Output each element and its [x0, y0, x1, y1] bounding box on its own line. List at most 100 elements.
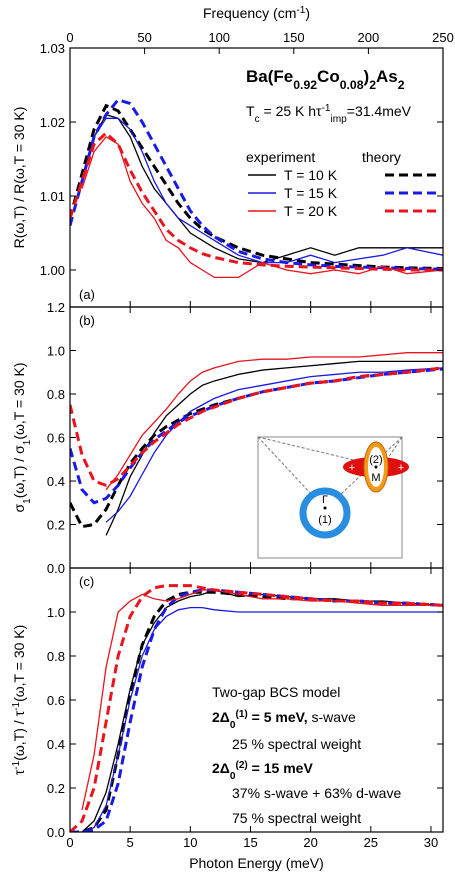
x-tick-label: 0 [66, 835, 73, 850]
y-tick-label: 1.02 [40, 115, 65, 130]
y-tick-label: 1.00 [40, 263, 65, 278]
y-axis-title: σ1(ω,T) / σ1(ω,T = 30 K) [11, 362, 33, 512]
legend-label: T = 15 K [284, 185, 338, 201]
text-part: 25 % spectral weight [232, 736, 361, 752]
legend-label: T = 10 K [284, 167, 338, 183]
y-tick-label: 0.8 [47, 649, 65, 664]
text-part: 2 [369, 78, 376, 92]
x-tick-label: 10 [183, 835, 197, 850]
text-part: 75 % spectral weight [232, 810, 361, 826]
text-part: Ba(Fe [246, 67, 293, 86]
text-part: 0 [230, 720, 236, 731]
text-part: (1) [235, 709, 247, 720]
x2-axis-title: Frequency (cm-1) [203, 5, 310, 22]
note: 75 % spectral weight [232, 810, 361, 826]
text-part: -1 [296, 5, 305, 16]
experiment-line [81, 113, 443, 264]
x2-tick-label: 150 [283, 30, 305, 45]
inset-guide [387, 436, 403, 459]
theory-line [70, 103, 443, 271]
y-tick-label: 0.0 [47, 561, 65, 576]
y-tick-label: 1.03 [40, 41, 65, 56]
x2-tick-label: 250 [432, 30, 454, 45]
text-part: 1 [22, 498, 33, 504]
text-part: 0.92 [293, 78, 317, 92]
y-tick-label: 0.4 [47, 737, 65, 752]
text-part: 0.08 [340, 78, 364, 92]
x-axis-title: Photon Energy (meV) [189, 855, 324, 871]
panel-label: (c) [79, 574, 94, 589]
text-part: s-wave [308, 709, 356, 725]
inset: Γ (1) (2) M + + [257, 436, 409, 559]
m-band-label: (2) [369, 454, 382, 466]
y-tick-label: 0.6 [47, 431, 65, 446]
text-part: (ω,T = 30 K) [11, 625, 27, 702]
inset-guide [257, 436, 363, 463]
text-part: 2Δ [212, 709, 230, 725]
legend-label: T = 20 K [284, 203, 338, 219]
text-part: = 25 K hτ [260, 103, 322, 119]
text-part: T [246, 103, 255, 119]
text-part: Frequency (cm [203, 5, 296, 21]
note: 2Δ0(2) = 15 meV [212, 760, 313, 782]
text-part: -1 [322, 103, 331, 114]
y-axis-title: R(ω,T) / R(ω,T = 30 K) [11, 107, 27, 249]
text-part: (2) [235, 760, 247, 771]
experiment-line [105, 352, 443, 491]
y-axis-title: τ-1(ω,T) / τ-1(ω,T = 30 K) [11, 625, 28, 776]
theory-line [70, 131, 443, 272]
y-tick-label: 0.4 [47, 474, 65, 489]
theory-line [70, 367, 443, 505]
m-point [374, 465, 378, 469]
text-part: σ [11, 504, 27, 513]
text-part: =31.4meV [347, 103, 412, 119]
y-tick-label: 1.0 [47, 344, 65, 359]
x2-tick-label: 0 [66, 30, 73, 45]
note: 2Δ0(1) = 5 meV, s-wave [212, 709, 356, 731]
plus-sign: + [398, 462, 404, 474]
x2-tick-label: 200 [358, 30, 380, 45]
text-part: (ω,T = 30 K) [11, 362, 27, 439]
text-part: 2 [398, 78, 405, 92]
text-part: = 5 meV, [248, 709, 308, 725]
note: 37% s-wave + 63% d-wave [232, 785, 401, 801]
legend-header: theory [362, 149, 401, 165]
text-part: Two-gap BCS model [212, 684, 340, 700]
y-tick-label: 0.2 [47, 781, 65, 796]
parameters: Tc = 25 K hτ-1imp=31.4meV [246, 103, 412, 125]
plus-sign: + [349, 462, 355, 474]
x-tick-label: 15 [243, 835, 257, 850]
x-tick-label: 20 [303, 835, 317, 850]
legend-header: experiment [246, 149, 315, 165]
text-part: ) [305, 5, 310, 21]
text-part: (ω,T) / τ [11, 710, 27, 760]
text-part: -1 [11, 702, 22, 711]
gamma-band-label: (1) [318, 514, 331, 526]
formula: Ba(Fe0.92Co0.08)2As2 [246, 67, 405, 92]
y-tick-label: 0.8 [47, 387, 65, 402]
text-part: -1 [11, 760, 22, 769]
text-part: 2Δ [212, 760, 230, 776]
panel-label: (b) [79, 313, 95, 328]
x-tick-label: 5 [127, 835, 134, 850]
inset-guide [257, 436, 313, 496]
text-part: (ω,T) / σ [11, 445, 27, 498]
text-part: R(ω,T) / R(ω,T = 30 K) [11, 107, 27, 249]
y-tick-label: 1.0 [47, 605, 65, 620]
x2-tick-label: 50 [137, 30, 151, 45]
text-part: 37% s-wave + 63% d-wave [232, 785, 401, 801]
experiment-line [81, 135, 443, 279]
experiment-line [81, 606, 443, 832]
note: Two-gap BCS model [212, 684, 340, 700]
gamma-label: Γ [322, 494, 328, 506]
experiment-line [81, 589, 443, 811]
text-part: 0 [230, 771, 236, 782]
experiment-line [105, 367, 443, 523]
theory-line [70, 588, 443, 832]
text-part: As [376, 67, 398, 86]
gamma-point [323, 506, 327, 510]
gamma-pocket [299, 487, 351, 539]
text-part: ) [364, 67, 370, 86]
text-part: c [255, 114, 260, 125]
